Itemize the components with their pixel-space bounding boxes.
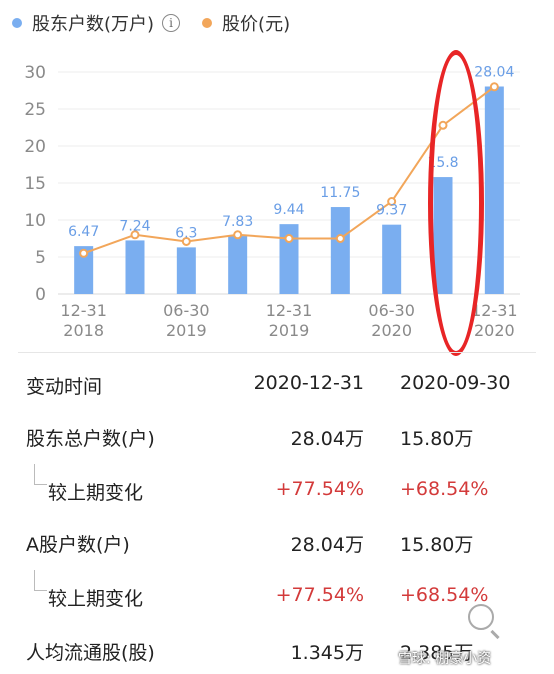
- table-header: 变动时间 2020-12-31 2020-09-30: [0, 360, 554, 406]
- y-tick-label: 25: [24, 100, 46, 120]
- price-point: [284, 234, 294, 243]
- legend-price-label: 股价(元): [222, 14, 291, 35]
- price-point: [130, 230, 140, 240]
- row-label: 人均流通股(股): [26, 642, 155, 664]
- x-tick-label: 06-30: [368, 301, 415, 320]
- price-point: [79, 248, 89, 258]
- sub-connector: [34, 570, 47, 591]
- highlight-oval: [428, 50, 484, 356]
- chart-legend: 股东户数(万户) i 股价(元): [12, 8, 312, 38]
- table-row: 较上期变化 +77.54% +68.54%: [0, 570, 554, 618]
- y-tick-label: 15: [24, 174, 46, 194]
- bar: [330, 207, 350, 294]
- bar: [484, 86, 504, 294]
- bar: [382, 224, 402, 294]
- price-point: [335, 234, 345, 243]
- legend-price-dot: [202, 18, 213, 28]
- row-col1: +77.54%: [275, 478, 364, 500]
- y-tick-label: 0: [35, 285, 46, 305]
- price-point: [233, 230, 243, 240]
- divider: [18, 352, 536, 353]
- legend-holders[interactable]: 股东户数(万户) i: [12, 10, 181, 36]
- row-col2: 15.80万: [400, 428, 474, 450]
- x-tick-label: 2018: [63, 321, 104, 340]
- search-icon[interactable]: [468, 604, 494, 630]
- table-row: A股户数(户) 28.04万 15.80万: [0, 518, 554, 564]
- bar-data-label: 9.37: [376, 203, 407, 219]
- price-point: [181, 236, 191, 246]
- row-label: 较上期变化: [48, 482, 144, 504]
- row-col1: +77.54%: [275, 584, 364, 606]
- table-row: 股东总户数(户) 28.04万 15.80万: [0, 412, 554, 458]
- y-tick-label: 5: [35, 248, 46, 268]
- row-col2: 2.385万: [400, 642, 474, 664]
- x-tick-label: 2020: [474, 321, 515, 340]
- bar: [176, 247, 196, 294]
- table-row: 较上期变化 +77.54% +68.54%: [0, 464, 554, 512]
- legend-holders-dot: [12, 18, 22, 28]
- header-col2: 2020-09-30: [400, 372, 511, 394]
- bar-data-label: 7.83: [222, 214, 253, 230]
- x-tick-label: 2019: [166, 321, 207, 340]
- price-point: [489, 82, 499, 92]
- x-tick-label: 12-31: [266, 301, 313, 320]
- bar: [228, 236, 248, 294]
- row-label: A股户数(户): [26, 534, 130, 556]
- bar: [125, 240, 145, 294]
- y-tick-label: 30: [24, 63, 46, 83]
- header-label: 变动时间: [26, 376, 103, 398]
- sub-connector: [34, 464, 47, 485]
- info-icon[interactable]: i: [162, 14, 181, 32]
- watermark: 雪球: 棚豪小资: [398, 651, 492, 667]
- x-tick-label: 2019: [269, 321, 310, 340]
- bar-data-label: 28.04: [474, 65, 514, 81]
- bar: [279, 224, 299, 294]
- legend-holders-label: 股东户数(万户): [32, 14, 155, 35]
- row-col1: 1.345万: [290, 642, 364, 664]
- row-col2: 15.80万: [400, 534, 474, 556]
- bar-data-label: 7.24: [119, 218, 150, 234]
- bar-data-label: 11.75: [320, 185, 360, 201]
- row-col2: +68.54%: [400, 478, 489, 500]
- row-col2: +68.54%: [400, 584, 489, 606]
- x-tick-label: 12-31: [471, 301, 518, 320]
- header-col1: 2020-12-31: [253, 372, 364, 394]
- legend-price[interactable]: 股价(元): [202, 10, 290, 36]
- table-row: 人均流通股(股) 1.345万 2.385万: [0, 626, 554, 672]
- row-label: 较上期变化: [48, 588, 144, 610]
- price-point: [387, 197, 397, 206]
- x-tick-label: 2020: [371, 321, 412, 340]
- y-tick-label: 10: [24, 211, 46, 231]
- row-col1: 28.04万: [290, 534, 364, 556]
- bar-data-label: 6.3: [175, 225, 197, 241]
- x-tick-label: 12-31: [60, 301, 107, 320]
- bar: [74, 246, 94, 294]
- y-tick-label: 20: [24, 137, 46, 157]
- row-label: 股东总户数(户): [26, 428, 155, 450]
- bar-data-label: 6.47: [68, 224, 99, 240]
- row-col1: 28.04万: [290, 428, 364, 450]
- bar-data-label: 9.44: [273, 202, 304, 218]
- x-tick-label: 06-30: [163, 301, 210, 320]
